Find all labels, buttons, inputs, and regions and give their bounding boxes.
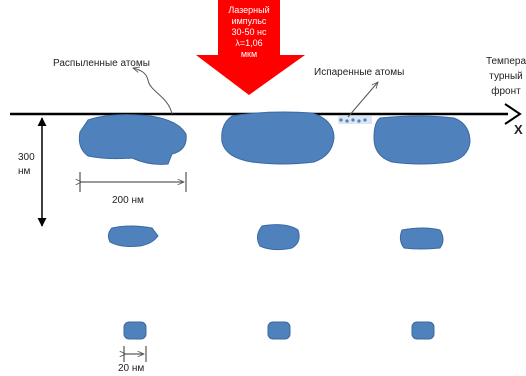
medium-particle [107,225,159,247]
laser-line: 30-50 нс [231,27,267,37]
laser-line: импульс [231,16,267,26]
evaporated-atoms-arrow [347,82,378,118]
x-axis-label: X [514,122,523,137]
thermal-front-line: Темпера [485,56,526,67]
large-particle [78,114,187,165]
laser-pulse-label: Лазерный импульс 30-50 нс λ=1,06 мкм [218,5,280,60]
evaporated-atoms-dots [339,118,367,123]
medium-particle [256,224,300,251]
sputtered-atoms-arrow [133,68,173,115]
evaporated-atoms-label: Испаренные атомы [314,67,405,78]
thermal-front-label: Темпера турный фронт [476,54,526,99]
evaporated-atoms-cloud [338,116,372,124]
large-particle [373,115,471,165]
laser-pulse-arrow [196,0,305,95]
thermal-front-line: турный [489,71,523,82]
depth-label-value: 300 [18,152,35,163]
x-axis-arrowhead [504,103,522,125]
small-particle [411,321,435,340]
small-particle [123,321,147,340]
laser-line: λ=1,06 [235,38,263,48]
laser-line: Лазерный [228,5,270,15]
width-200-label: 200 нм [112,195,144,206]
width-20-label: 20 нм [118,363,145,374]
depth-label-unit: нм [18,166,31,177]
laser-line: мкм [240,49,258,59]
sputtered-atoms-label: Распыленные атомы [53,58,150,69]
large-particle [221,111,335,165]
medium-particle [399,227,444,250]
thermal-front-line: фронт [491,86,521,97]
small-particle [267,321,291,340]
